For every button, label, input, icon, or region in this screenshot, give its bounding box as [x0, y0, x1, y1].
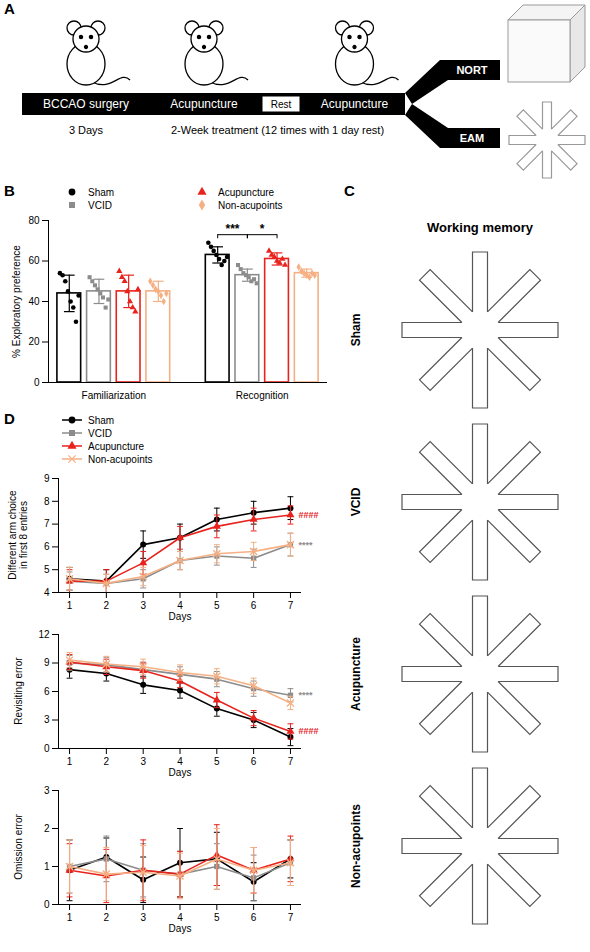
svg-text:3 Days: 3 Days: [69, 124, 104, 136]
svg-text:9: 9: [44, 657, 50, 668]
svg-text:1: 1: [67, 756, 73, 767]
svg-text:6: 6: [44, 686, 50, 697]
svg-text:Days: Days: [169, 611, 192, 622]
svg-text:5: 5: [214, 600, 220, 611]
svg-text:Revisiting error: Revisiting error: [13, 657, 24, 725]
svg-text:5: 5: [214, 912, 220, 923]
svg-text:1: 1: [67, 600, 73, 611]
svg-text:NORT: NORT: [456, 64, 487, 76]
svg-text:5: 5: [44, 564, 50, 575]
svg-text:7: 7: [288, 600, 294, 611]
svg-text:Rest: Rest: [271, 99, 292, 110]
svg-text:3: 3: [44, 785, 50, 796]
svg-text:6: 6: [251, 912, 257, 923]
svg-text:VCID: VCID: [88, 428, 112, 439]
svg-text:2: 2: [104, 600, 110, 611]
svg-text:***: ***: [226, 222, 240, 236]
svg-text:5: 5: [214, 756, 220, 767]
html-text:C: C: [344, 182, 355, 199]
svg-text:Days: Days: [169, 923, 192, 934]
svg-text:1: 1: [67, 912, 73, 923]
svg-text:Sham: Sham: [88, 187, 114, 198]
svg-text:BCCAO surgery: BCCAO surgery: [43, 97, 129, 111]
svg-text:Non-acupoints: Non-acupoints: [88, 454, 152, 465]
svg-text:0: 0: [34, 377, 40, 388]
html-text:D: D: [4, 410, 15, 427]
svg-text:0: 0: [44, 743, 50, 754]
svg-text:4: 4: [177, 912, 183, 923]
svg-text:4: 4: [177, 756, 183, 767]
svg-text:****: ****: [298, 690, 313, 700]
svg-text:3: 3: [140, 600, 146, 611]
svg-text:2-Week treatment (12 times wit: 2-Week treatment (12 times with 1 day re…: [171, 124, 384, 136]
svg-text:Non-acupoints: Non-acupoints: [349, 804, 363, 888]
svg-text:Acupuncture: Acupuncture: [170, 97, 238, 111]
svg-text:****: ****: [298, 540, 313, 550]
svg-text:3: 3: [44, 714, 50, 725]
svg-text:Non-acupoints: Non-acupoints: [218, 200, 282, 211]
html-text:B: B: [4, 182, 15, 199]
svg-text:6: 6: [44, 541, 50, 552]
svg-text:4: 4: [44, 587, 50, 598]
svg-text:Working memory: Working memory: [427, 220, 534, 235]
svg-text:Omission error: Omission error: [13, 814, 24, 880]
svg-text:2: 2: [44, 823, 50, 834]
svg-text:4: 4: [177, 600, 183, 611]
svg-text:6: 6: [251, 756, 257, 767]
svg-text:VCID: VCID: [349, 487, 363, 516]
svg-text:Sham: Sham: [349, 314, 363, 347]
svg-text:*: *: [260, 222, 265, 236]
svg-text:0: 0: [44, 899, 50, 910]
html-text:A: A: [4, 0, 15, 17]
svg-text:60: 60: [28, 255, 40, 266]
svg-text:7: 7: [288, 756, 294, 767]
svg-text:7: 7: [288, 912, 294, 923]
svg-text:EAM: EAM: [460, 132, 484, 144]
svg-text:6: 6: [251, 600, 257, 611]
svg-text:2: 2: [104, 756, 110, 767]
svg-text:Days: Days: [169, 767, 192, 778]
svg-text:Acupuncture: Acupuncture: [218, 187, 275, 198]
svg-text:9: 9: [44, 473, 50, 484]
svg-text:Acupuncture: Acupuncture: [88, 441, 145, 452]
svg-text:3: 3: [140, 912, 146, 923]
svg-text:12: 12: [38, 629, 50, 640]
svg-text:Acupuncture: Acupuncture: [321, 97, 389, 111]
svg-text:####: ####: [298, 726, 318, 736]
svg-text:VCID: VCID: [88, 200, 112, 211]
svg-text:1: 1: [44, 861, 50, 872]
svg-text:8: 8: [44, 496, 50, 507]
svg-text:2: 2: [104, 912, 110, 923]
svg-text:Recognition: Recognition: [236, 390, 289, 401]
svg-text:80: 80: [28, 215, 40, 226]
svg-text:% Exploratory preference: % Exploratory preference: [11, 245, 22, 358]
svg-text:Sham: Sham: [88, 415, 114, 426]
svg-text:Acupuncture: Acupuncture: [349, 637, 363, 711]
svg-text:7: 7: [44, 518, 50, 529]
svg-text:40: 40: [28, 296, 40, 307]
svg-text:Familiarization: Familiarization: [82, 390, 146, 401]
svg-text:20: 20: [28, 336, 40, 347]
svg-text:Different arm choicein first 8: Different arm choicein first 8 entries: [7, 490, 30, 580]
svg-text:3: 3: [140, 756, 146, 767]
svg-text:####: ####: [298, 510, 318, 520]
